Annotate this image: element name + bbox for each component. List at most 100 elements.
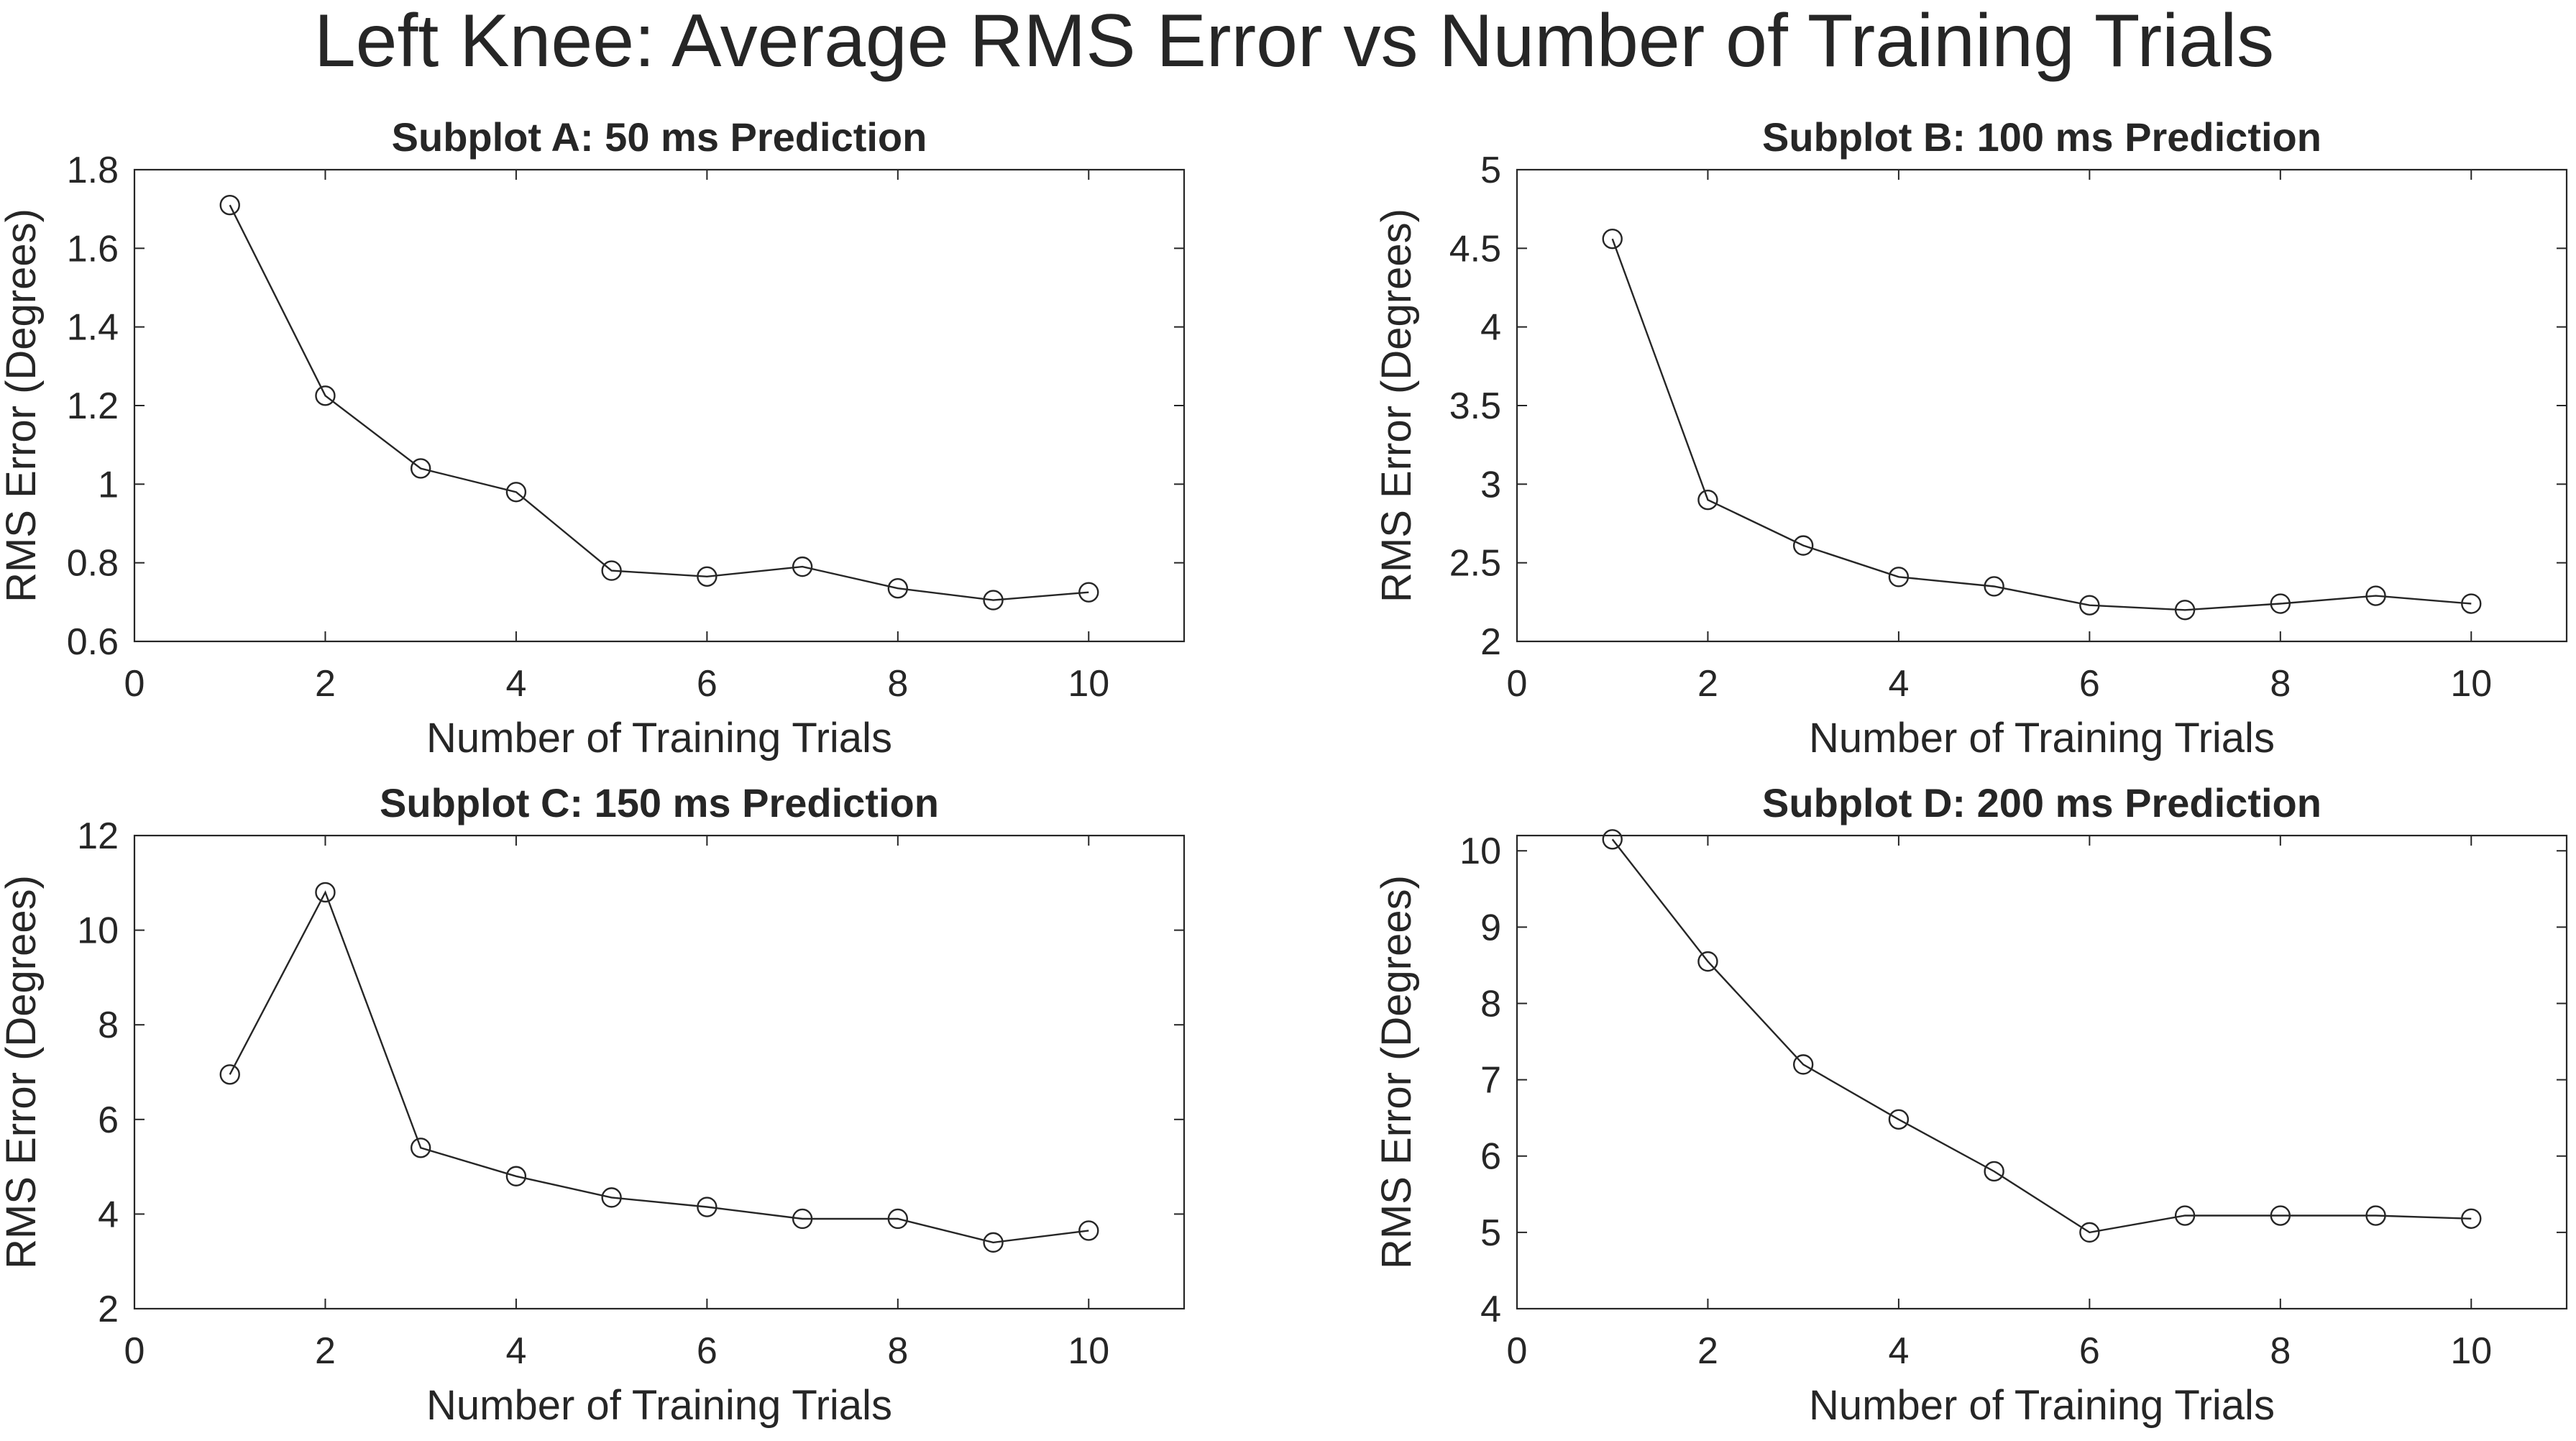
subplot-d-ytick-label: 9: [1480, 907, 1501, 948]
subplot-d-data-point: [2174, 1205, 2196, 1226]
subplot-c-xtick-label: 6: [697, 1330, 718, 1372]
subplot-a-data-point: [792, 556, 813, 577]
subplot-d-ylabel: RMS Error (Degrees): [1373, 875, 1420, 1269]
subplot-d-xtick-label: 8: [2270, 1330, 2291, 1372]
subplot-b-title: Subplot B: 100 ms Prediction: [1762, 114, 2321, 160]
subplot-b-xtick-label: 2: [1697, 663, 1718, 705]
subplot-c-data-point: [315, 882, 336, 903]
subplot-d-ytick-label: 4: [1480, 1289, 1501, 1330]
subplot-b-ytick-label: 2: [1480, 621, 1501, 663]
subplot-c-data-point: [792, 1208, 813, 1230]
subplot-c-ytick-label: 6: [98, 1099, 119, 1141]
subplot-d-xtick-label: 0: [1507, 1330, 1528, 1372]
subplot-b-xtick-label: 8: [2270, 663, 2291, 705]
subplot-d-axes-box: [1516, 834, 2568, 1310]
subplot-b-xtick-label: 6: [2079, 663, 2100, 705]
subplot-a-ytick-label: 1.2: [67, 385, 119, 427]
subplot-b-data-point: [1697, 490, 1718, 511]
subplot-b-ytick-label: 4.5: [1449, 228, 1501, 270]
subplot-d-xtick-label: 2: [1697, 1330, 1718, 1372]
subplot-d: Subplot D: 200 ms Prediction 0 2 4 6 8 10 4 5 6 7 8…: [1373, 780, 2568, 1429]
subplot-b-data-point: [2365, 585, 2386, 606]
subplot-a-xtick-label: 10: [1068, 663, 1109, 705]
subplot-a-xtick-label: 8: [887, 663, 908, 705]
subplot-b-xtick-label: 0: [1507, 663, 1528, 705]
subplot-b-xtick-label: 10: [2450, 663, 2492, 705]
subplot-a-xlabel: Number of Training Trials: [426, 715, 892, 761]
subplot-c-ytick-label: 8: [98, 1005, 119, 1046]
subplot-c-data-point: [601, 1187, 622, 1208]
subplot-a-data-point: [697, 566, 718, 587]
figure-title: Left Knee: Average RMS Error vs Number o…: [314, 0, 2274, 83]
subplot-a-ytick-label: 1: [98, 464, 119, 506]
subplot-a-data-point: [410, 458, 431, 479]
subplot-a-xtick-label: 4: [505, 663, 526, 705]
subplot-c-data-point: [697, 1197, 718, 1217]
subplot-c-ytick-label: 12: [77, 815, 119, 857]
subplot-a-data-point: [601, 560, 622, 581]
subplot-d-ytick-label: 10: [1459, 831, 1501, 872]
subplot-d-data-point: [2270, 1205, 2291, 1226]
subplot-a-xtick-label: 6: [697, 663, 718, 705]
subplot-c-ylabel: RMS Error (Degrees): [0, 875, 45, 1269]
subplot-a-data-point: [887, 578, 909, 599]
subplot-a-data-point: [315, 385, 336, 406]
subplot-a-ytick-label: 0.6: [67, 621, 119, 663]
subplot-d-data-point: [1792, 1054, 1814, 1075]
subplot-b-data-point: [1602, 229, 1623, 250]
subplot-d-series-line: [1611, 838, 2472, 1234]
subplot-a-xtick-label: 0: [124, 663, 145, 705]
subplot-b-data-point: [2174, 600, 2196, 621]
subplot-b-ylabel: RMS Error (Degrees): [1373, 209, 1420, 603]
subplot-b-data-point: [1792, 535, 1814, 556]
subplot-b-data-point: [2079, 595, 2100, 616]
subplot-a-data-point: [219, 195, 240, 216]
subplot-d-data-point: [2365, 1205, 2386, 1226]
subplot-c-title: Subplot C: 150 ms Prediction: [380, 780, 939, 825]
subplot-d-ytick-label: 8: [1480, 983, 1501, 1025]
subplot-c-xtick-label: 2: [315, 1330, 336, 1372]
subplot-a-xtick-label: 2: [315, 663, 336, 705]
subplot-a-data-point: [505, 482, 527, 503]
subplot-d-xtick-label: 4: [1888, 1330, 1909, 1372]
subplot-a-axes-box: [133, 168, 1186, 643]
subplot-d-ytick-label: 6: [1480, 1136, 1501, 1178]
subplot-a-data-point: [1078, 582, 1099, 603]
subplot-c-series-line: [229, 890, 1089, 1244]
subplot-b-data-point: [2270, 593, 2291, 614]
subplot-a: Subplot A: 50 ms Prediction 0 2 4 6 8 10 0.6 0.8…: [0, 114, 1186, 761]
subplot-b-ytick-label: 2.5: [1449, 543, 1501, 585]
subplot-a-title: Subplot A: 50 ms Prediction: [392, 114, 927, 160]
subplot-b-axes-box: [1516, 168, 2568, 643]
subplot-a-ytick-label: 1.6: [67, 228, 119, 270]
subplot-b-ytick-label: 5: [1480, 150, 1501, 191]
subplot-a-ytick-label: 1.4: [67, 307, 119, 349]
subplot-d-xtick-label: 10: [2450, 1330, 2492, 1372]
subplot-b-data-point: [1888, 567, 1910, 587]
subplot-b-ytick-label: 3: [1480, 464, 1501, 506]
subplot-c-data-point: [887, 1208, 909, 1230]
subplot-c-ytick-label: 4: [98, 1194, 119, 1235]
subplot-c-data-point: [1078, 1220, 1099, 1241]
subplot-d-data-point: [2461, 1208, 2482, 1229]
subplot-c-data-point: [983, 1232, 1004, 1253]
subplot-b-data-point: [1984, 576, 2004, 597]
subplot-d-ytick-label: 7: [1480, 1060, 1501, 1102]
subplot-c-ytick-label: 10: [77, 910, 119, 952]
subplot-b-ytick-label: 3.5: [1449, 385, 1501, 427]
subplot-d-title: Subplot D: 200 ms Prediction: [1762, 780, 2321, 825]
subplot-c-xlabel: Number of Training Trials: [426, 1382, 892, 1429]
subplot-c-xtick-label: 10: [1068, 1330, 1109, 1372]
subplot-c-data-point: [410, 1138, 431, 1158]
subplot-b-series-line: [1611, 238, 2472, 611]
subplot-c-data-point: [505, 1166, 527, 1186]
subplot-d-data-point: [1697, 951, 1718, 972]
subplot-c-xtick-label: 0: [124, 1330, 145, 1372]
subplot-a-series-line: [229, 204, 1089, 601]
subplot-d-data-point: [1984, 1161, 2004, 1182]
subplot-b-ytick-label: 4: [1480, 307, 1501, 349]
subplot-c-xtick-label: 8: [887, 1330, 908, 1372]
subplot-d-ytick-label: 5: [1480, 1212, 1501, 1254]
